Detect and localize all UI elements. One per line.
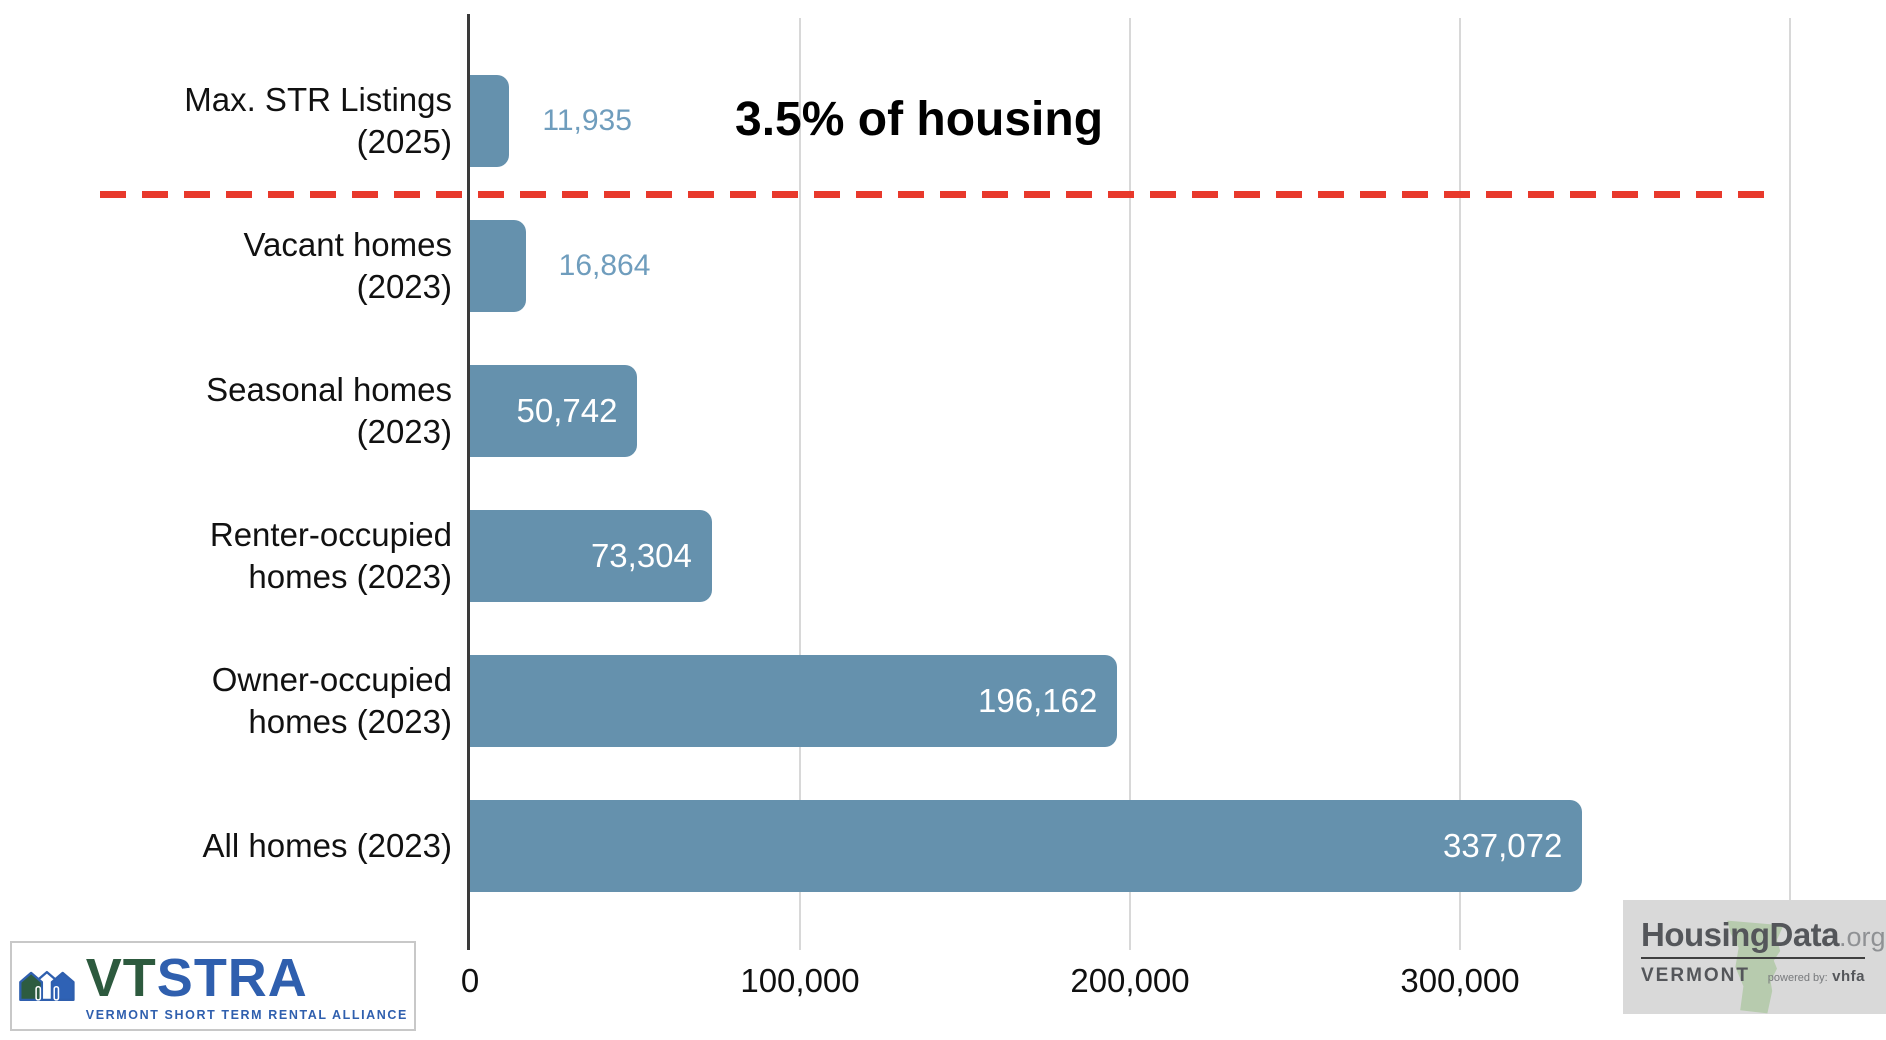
- category-label: Seasonal homes (2023): [206, 371, 452, 450]
- x-tick-label: 100,000: [740, 962, 860, 999]
- x-tick-label: 200,000: [1070, 962, 1190, 999]
- y-axis-line: [467, 14, 470, 950]
- vhfa-logo-text: vhfa: [1832, 968, 1865, 985]
- value-label: 16,864: [558, 249, 651, 282]
- housingdata-logo: HousingData.org VERMONT powered by: vhfa: [1623, 900, 1886, 1014]
- vermont-state-icon: [1727, 920, 1784, 1014]
- bar: [470, 510, 712, 602]
- bar: [470, 75, 510, 167]
- vtstra-vt-text: VT: [85, 947, 157, 1008]
- housingdata-tld-text: .org: [1839, 922, 1886, 952]
- x-tick-label: 300,000: [1400, 962, 1520, 999]
- bar: [470, 365, 638, 457]
- gridline: [799, 18, 801, 950]
- category-label: All homes (2023): [202, 827, 452, 864]
- reference-dashed-line: [100, 191, 1780, 198]
- category-label: Renter-occupied homes (2023): [209, 516, 452, 595]
- housingdata-region-text: VERMONT: [1641, 965, 1750, 986]
- value-label: 50,742: [516, 392, 618, 429]
- value-label: 73,304: [590, 537, 692, 574]
- value-label: 196,162: [978, 682, 1098, 719]
- value-label: 337,072: [1443, 827, 1563, 864]
- vtstra-houses-icon: [19, 970, 75, 1002]
- vtstra-tagline: VERMONT SHORT TERM RENTAL ALLIANCE: [85, 1007, 408, 1022]
- x-tick-label: 0: [460, 962, 480, 999]
- gridline: [1459, 18, 1461, 950]
- vtstra-stra-text: STRA: [156, 947, 308, 1008]
- housingdata-powered-by: powered by: vhfa: [1767, 968, 1865, 985]
- bar: [470, 220, 526, 312]
- value-label: 11,935: [542, 104, 632, 137]
- category-label: Max. STR Listings (2025): [184, 81, 452, 160]
- bar: [470, 800, 1583, 892]
- vtstra-wordmark: VTSTRA: [86, 951, 308, 1005]
- annotation-text: 3.5% of housing: [735, 93, 1104, 146]
- category-label: Owner-occupied homes (2023): [211, 661, 452, 740]
- vtstra-logo: VTSTRA VERMONT SHORT TERM RENTAL ALLIANC…: [10, 941, 416, 1031]
- housingdata-divider: [1641, 957, 1865, 959]
- gridline: [1129, 18, 1131, 950]
- bar: [470, 655, 1118, 747]
- gridline: [1789, 18, 1791, 950]
- category-label: Vacant homes (2023): [243, 226, 452, 305]
- housingdata-brand-text: HousingData: [1641, 916, 1840, 953]
